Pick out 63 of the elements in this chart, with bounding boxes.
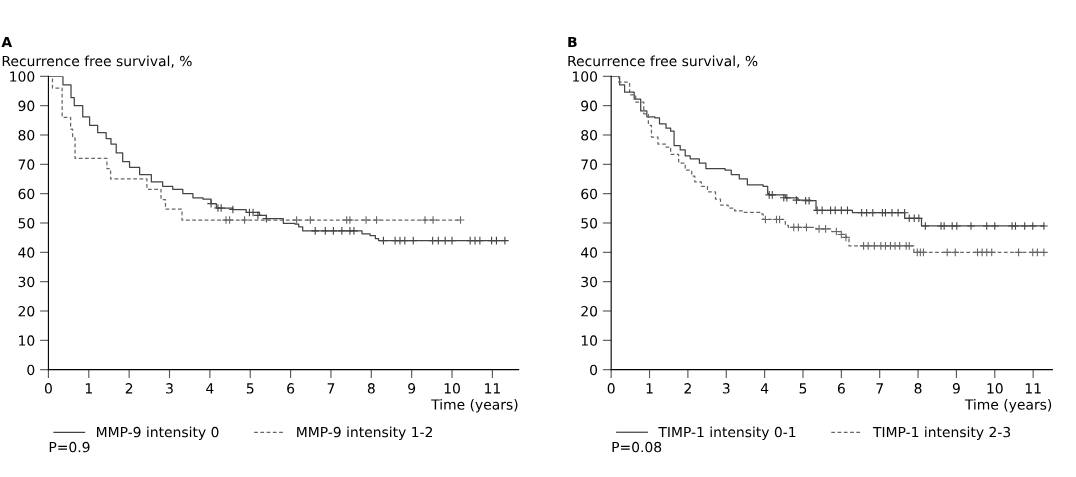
x-tick-label: 5 bbox=[799, 383, 807, 394]
text: P=0.08 bbox=[612, 441, 662, 453]
x-tick-label: 10 bbox=[444, 383, 460, 394]
x-axis-title: Time (years) bbox=[964, 399, 1052, 413]
x-tick-label: 6 bbox=[287, 383, 295, 394]
y-tick-label: 60 bbox=[581, 188, 598, 200]
x-tick-label: 1 bbox=[646, 383, 653, 394]
x-tick-label: 4 bbox=[760, 383, 769, 394]
y-tick-label: 60 bbox=[18, 188, 35, 200]
point bbox=[420, 215, 430, 225]
y-tick-label: 100 bbox=[572, 71, 598, 82]
x-tick-label: 8 bbox=[367, 383, 375, 394]
legend-label: MMP-9 intensity 1-2 bbox=[297, 426, 432, 441]
y-tick-label: 30 bbox=[581, 276, 598, 288]
y-tick-label: 40 bbox=[580, 247, 598, 258]
x-tick-label: 3 bbox=[166, 383, 173, 394]
x-tick-label: 5 bbox=[246, 383, 254, 394]
y-tick-label: 100 bbox=[10, 71, 35, 82]
y-axis-title: Recurrence free survival, % bbox=[2, 55, 192, 68]
point bbox=[966, 221, 976, 231]
text: P=0.9 bbox=[49, 441, 90, 453]
legend-label: TIMP-1 intensity 0-1 bbox=[658, 426, 796, 441]
x-tick-label: 7 bbox=[876, 383, 883, 394]
legend-label: MMP-9 intensity 0 bbox=[97, 426, 219, 441]
y-tick-label: 30 bbox=[18, 276, 35, 288]
x-tick-label: 0 bbox=[44, 383, 52, 394]
y-tick-label: 70 bbox=[18, 159, 35, 170]
x-tick-label: 9 bbox=[952, 383, 960, 394]
x-tick-label: 9 bbox=[408, 383, 416, 394]
x-tick-label: 3 bbox=[722, 383, 730, 394]
y-tick-label: 10 bbox=[581, 335, 598, 346]
point bbox=[887, 208, 897, 218]
x-tick-label: 0 bbox=[607, 383, 615, 394]
x-tick-label: 1 bbox=[85, 383, 92, 394]
y-tick-label: 10 bbox=[19, 335, 35, 346]
point bbox=[447, 236, 457, 245]
point bbox=[349, 226, 359, 236]
chart-title: A bbox=[1, 36, 13, 48]
y-tick-label: 40 bbox=[18, 247, 35, 258]
x-axis-title: Time (years) bbox=[431, 399, 518, 413]
x-tick-label: 4 bbox=[206, 383, 214, 394]
y-tick-label: 0 bbox=[27, 364, 35, 376]
y-tick-label: 70 bbox=[581, 159, 598, 170]
y-tick-label: 90 bbox=[18, 100, 35, 112]
x-tick-label: 11 bbox=[1025, 383, 1041, 394]
chart-title: B bbox=[568, 36, 577, 48]
x-tick-label: 11 bbox=[485, 383, 500, 394]
x-tick-label: 2 bbox=[684, 383, 691, 394]
y-axis-title: Recurrence free survival, % bbox=[568, 55, 758, 68]
y-tick-label: 80 bbox=[18, 129, 35, 141]
y-tick-label: 20 bbox=[18, 305, 35, 317]
x-tick-label: 6 bbox=[837, 383, 845, 394]
y-tick-label: 50 bbox=[18, 217, 35, 229]
x-tick-label: 10 bbox=[987, 383, 1003, 394]
legend-label: TIMP-1 intensity 2-3 bbox=[872, 426, 1011, 441]
y-tick-label: 0 bbox=[590, 364, 598, 376]
y-tick-label: 80 bbox=[581, 129, 598, 141]
x-tick-label: 7 bbox=[327, 383, 335, 394]
x-tick-label: 2 bbox=[125, 383, 133, 394]
y-tick-label: 50 bbox=[581, 217, 598, 229]
x-tick-label: 8 bbox=[914, 383, 922, 394]
y-tick-label: 90 bbox=[581, 100, 598, 112]
y-tick-label: 20 bbox=[581, 305, 598, 317]
